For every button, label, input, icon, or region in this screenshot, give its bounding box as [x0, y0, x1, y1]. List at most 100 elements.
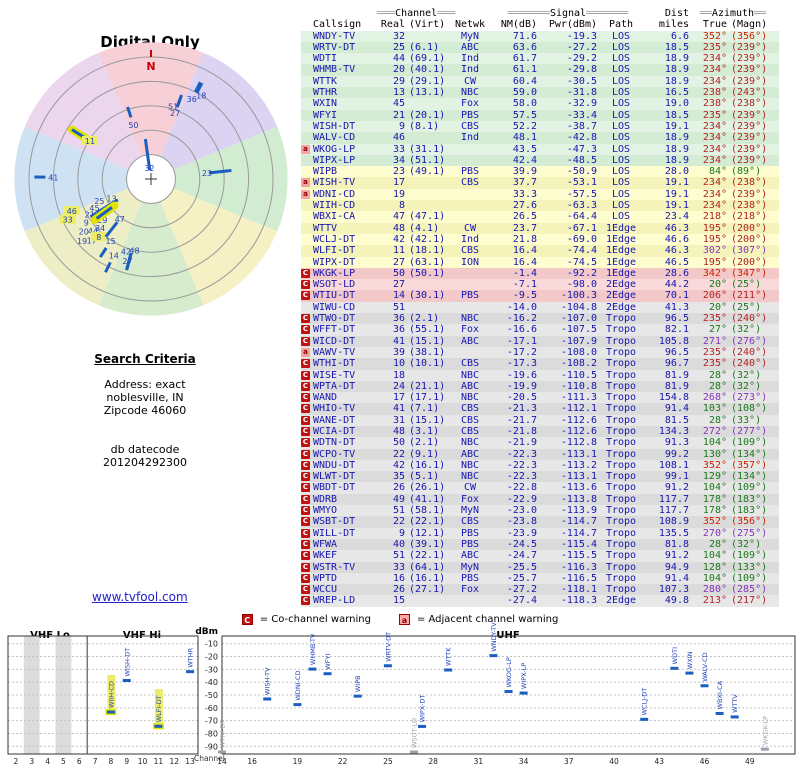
magn-azimuth-cell: (239°): [731, 132, 768, 144]
callsign-cell: WICD-DT: [313, 335, 356, 347]
nm-cell: 33.3: [512, 188, 537, 200]
callsign-cell: WLFI-DT: [313, 245, 356, 257]
dbm-tick-label: -40: [205, 678, 218, 687]
callsign-cell: WTWO-DT: [313, 313, 356, 325]
co-channel-warning-icon: C: [301, 539, 310, 549]
vhf-channel-tick: 11: [154, 757, 164, 766]
table-row: C WHIO-TV 41 (7.1) CBS -21.3 -112.1 Tropo 91.4 10…: [301, 403, 779, 415]
network-cell: Ind: [460, 132, 480, 144]
station-label: WKGK-LP: [761, 716, 769, 745]
co-channel-warning-icon: C: [301, 483, 310, 493]
network-cell: ABC: [460, 550, 480, 562]
real-channel-cell: 33: [392, 561, 405, 573]
nm-cell: -19.6: [506, 369, 537, 381]
vhf-channel-tick: 5: [61, 757, 66, 766]
radar-channel-label: 15: [105, 237, 115, 246]
magn-azimuth-cell: (239°): [731, 143, 768, 155]
miles-cell: 91.2: [664, 482, 689, 494]
miles-cell: 46.3: [664, 222, 689, 234]
virtual-channel-cell: (4.1): [409, 222, 440, 234]
network-cell: PBS: [460, 527, 480, 539]
true-azimuth-cell: 178°: [702, 493, 727, 505]
callsign-cell: WREP-LD: [313, 595, 356, 607]
table-row: a WKOG-LP 33 (31.1) 43.5 -47.3 LOS 18.9 234° (239…: [301, 143, 779, 155]
nm-cell: 42.4: [512, 154, 537, 166]
pwr-cell: -64.4: [566, 211, 597, 223]
search-criteria-heading: Search Criteria: [94, 352, 196, 366]
channel-axis-label: Channel: [194, 754, 225, 763]
pwr-cell: -104.8: [560, 301, 597, 313]
dbm-tick-label: -80: [205, 729, 218, 738]
network-cell: CBS: [460, 516, 480, 528]
table-row: C WSBT-DT 22 (22.1) CBS -23.8 -114.7 Tropo 108.9…: [301, 516, 779, 528]
vhf-channel-tick: 2: [14, 757, 19, 766]
magn-azimuth-cell: (32°): [731, 369, 762, 381]
magn-azimuth-cell: (239°): [731, 188, 768, 200]
radar-channel-label: 33: [63, 216, 73, 225]
adjacent-channel-warning-icon: a: [398, 614, 410, 625]
pwr-cell: -108.0: [560, 346, 597, 358]
table-row: C WNDU-DT 42 (16.1) NBC -22.3 -113.2 Tropo 108.1…: [301, 459, 779, 472]
real-channel-cell: 51: [392, 550, 405, 562]
true-azimuth-cell: 272°: [702, 425, 727, 437]
radar-channel-label: 51: [168, 103, 178, 112]
virtual-channel-cell: (6.1): [409, 41, 440, 53]
table-row: a WISH-TV 17 CBS 37.7 -53.1 LOS 19.1 234° (238°): [301, 177, 779, 189]
virtual-channel-cell: (5.1): [409, 471, 440, 483]
co-channel-warning-icon: C: [301, 460, 310, 470]
station-signal-mark: [308, 667, 317, 671]
station-signal-mark: [760, 747, 769, 751]
path-cell: Tropo: [605, 414, 637, 426]
nm-cell: -22.8: [506, 482, 537, 494]
virtual-channel-cell: [405, 132, 449, 143]
true-azimuth-cell: 302°: [702, 245, 727, 257]
real-channel-cell: 51: [392, 505, 405, 517]
miles-cell: 82.1: [664, 324, 689, 336]
network-cell: MyN: [460, 561, 480, 573]
nm-cell: -21.9: [506, 437, 537, 449]
station-signal-mark: [700, 684, 709, 688]
virtual-channel-cell: (17.1): [409, 392, 446, 404]
magn-azimuth-cell: (211°): [731, 290, 768, 302]
network-cell: PBS: [460, 290, 480, 302]
true-azimuth-cell: 238°: [702, 98, 727, 110]
pwr-cell: -48.5: [566, 154, 597, 166]
real-channel-cell: 22: [392, 448, 405, 460]
true-azimuth-cell: 178°: [702, 505, 727, 517]
callsign-cell: WKOG-LP: [313, 143, 356, 155]
miles-cell: 18.9: [664, 53, 689, 65]
magn-azimuth-cell: (240°): [731, 346, 768, 358]
callsign-cell: WDTN-DT: [313, 437, 356, 449]
miles-cell: 18.9: [664, 64, 689, 76]
real-channel-cell: 51: [392, 301, 405, 313]
magn-azimuth-cell: (238°): [731, 98, 768, 110]
path-cell: Tropo: [605, 505, 637, 517]
magn-azimuth-cell: (239°): [731, 109, 768, 121]
table-row: C WTWO-DT 36 (2.1) NBC -16.2 -107.0 Tropo 96.5 23…: [301, 313, 779, 325]
dist-group-header: Dist: [664, 8, 689, 19]
station-label: WFYI: [324, 654, 332, 670]
miles-cell: 96.5: [664, 346, 689, 358]
true-azimuth-cell: 235°: [702, 358, 727, 370]
real-channel-cell: 10: [392, 358, 405, 370]
nm-cell: 59.0: [512, 87, 537, 99]
signal-group-header: ═══════Signal═══════: [507, 8, 629, 19]
magn-azimuth-cell: (217°): [731, 595, 768, 607]
station-signal-mark: [323, 672, 332, 676]
miles-cell: 91.3: [664, 437, 689, 449]
virtual-channel-cell: (42.1): [409, 233, 446, 245]
true-azimuth-cell: 103°: [702, 403, 727, 415]
table-row: C WCIA-DT 48 (3.1) CBS -21.8 -112.6 Tropo 134.3 2…: [301, 425, 779, 438]
magn-azimuth-cell: (276°): [731, 335, 768, 347]
miles-cell: 81.9: [664, 380, 689, 392]
station-signal-mark: [410, 750, 419, 754]
true-azimuth-cell: 206°: [702, 290, 727, 302]
true-azimuth-cell: 352°: [702, 459, 727, 471]
miles-cell: 18.9: [664, 143, 689, 155]
path-cell: LOS: [611, 75, 631, 87]
callsign-cell: WAWV-TV: [313, 346, 356, 358]
real-channel-cell: 15: [392, 595, 405, 607]
network-cell: [449, 268, 491, 279]
tvfool-link[interactable]: www.tvfool.com: [92, 590, 188, 604]
